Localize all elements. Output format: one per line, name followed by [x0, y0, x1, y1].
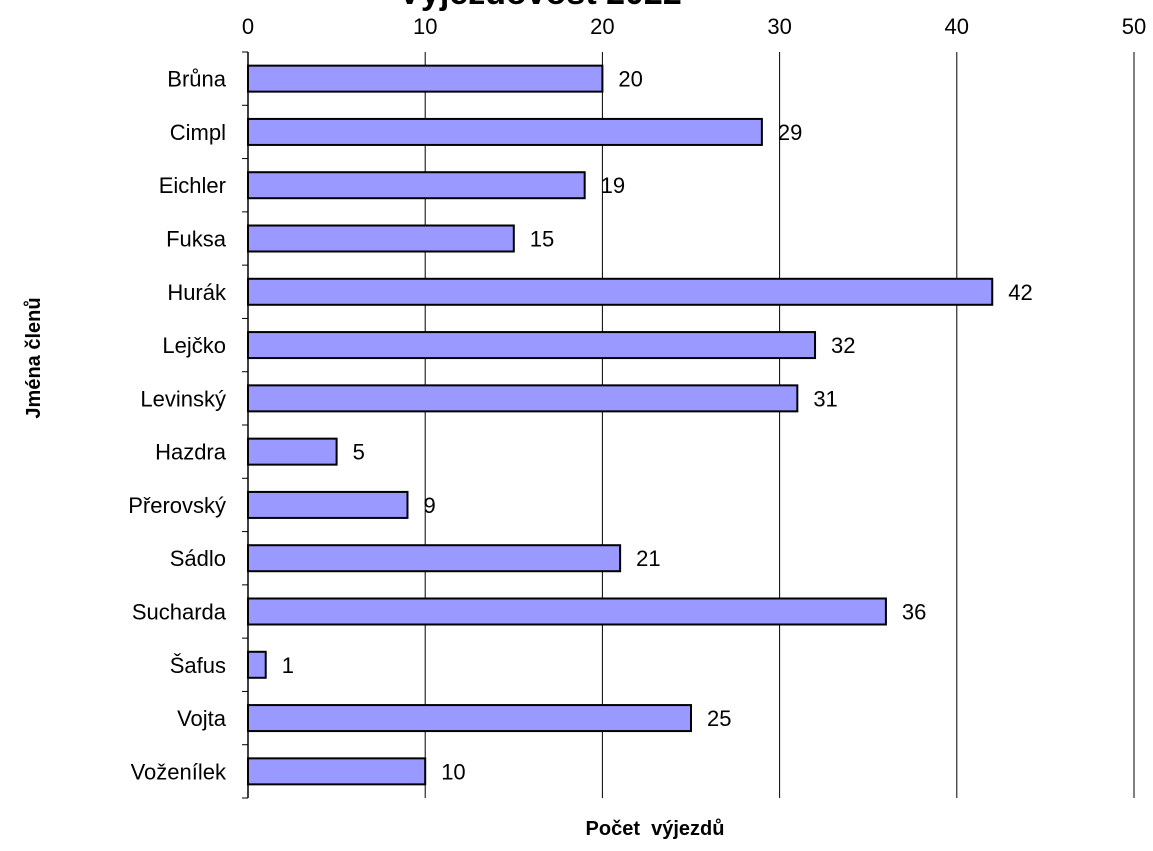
bar-13: [247, 757, 427, 786]
x-tick-label: 30: [767, 14, 791, 39]
data-label: 32: [831, 333, 855, 358]
data-label: 20: [618, 67, 642, 92]
x-tick-label: 10: [413, 14, 437, 39]
data-label: 25: [707, 706, 731, 731]
data-label: 19: [601, 173, 625, 198]
data-label: 31: [813, 386, 837, 411]
gridlines: [424, 52, 1135, 798]
bar-6: [247, 384, 799, 413]
bar-11: [247, 650, 267, 679]
category-label: Sádlo: [170, 546, 226, 571]
bar-7: [247, 437, 338, 466]
bar-12: [247, 704, 692, 733]
bar-1: [247, 117, 763, 146]
category-label: Hurák: [167, 280, 227, 305]
data-label: 42: [1008, 280, 1032, 305]
category-label: Fuksa: [166, 227, 227, 252]
data-label: 21: [636, 546, 660, 571]
bar-8: [247, 490, 409, 519]
bar-0: [247, 64, 604, 93]
data-label: 9: [423, 493, 435, 518]
data-label: 15: [530, 227, 554, 252]
data-label: 10: [441, 759, 465, 784]
bar-10: [247, 597, 887, 626]
x-tick-label: 40: [945, 14, 969, 39]
category-label: Cimpl: [170, 120, 226, 145]
category-label: Přerovský: [128, 493, 226, 518]
chart-title: Výjezdovost 2022: [398, 0, 681, 12]
data-label: 1: [282, 653, 294, 678]
x-tick-label: 20: [590, 14, 614, 39]
y-axis-title: Jména členů: [23, 297, 45, 418]
axes: [242, 51, 249, 799]
bar-2: [247, 171, 586, 200]
bar-4: [247, 277, 994, 306]
category-labels: Brůna Cimpl Eichler Fuksa Hurák Lejčko Levinsk…: [128, 67, 227, 785]
category-label: Šafus: [170, 653, 226, 678]
category-label: Lejčko: [162, 333, 226, 358]
bar-5: [247, 331, 817, 360]
x-axis-title: Počet výjezdů: [586, 818, 725, 840]
category-label: Levinský: [140, 386, 226, 411]
category-label: Sucharda: [132, 600, 227, 625]
bar-9: [247, 544, 622, 573]
category-label: Hazdra: [155, 440, 227, 465]
x-tick-label: 50: [1122, 14, 1146, 39]
category-label: Eichler: [159, 173, 226, 198]
data-label: 5: [353, 440, 365, 465]
x-tick-label: 0: [242, 14, 254, 39]
category-label: Vojta: [177, 706, 227, 731]
category-label: Voženílek: [131, 759, 227, 784]
category-label: Brůna: [167, 67, 226, 92]
bar-3: [247, 224, 515, 253]
data-labels: 20 29 19 15 42 32 31 5 9 21 36 1 25 10: [282, 67, 1033, 785]
x-tick-labels: 0 10 20 30 40 50: [242, 14, 1146, 39]
data-label: 29: [778, 120, 802, 145]
data-label: 36: [902, 600, 926, 625]
